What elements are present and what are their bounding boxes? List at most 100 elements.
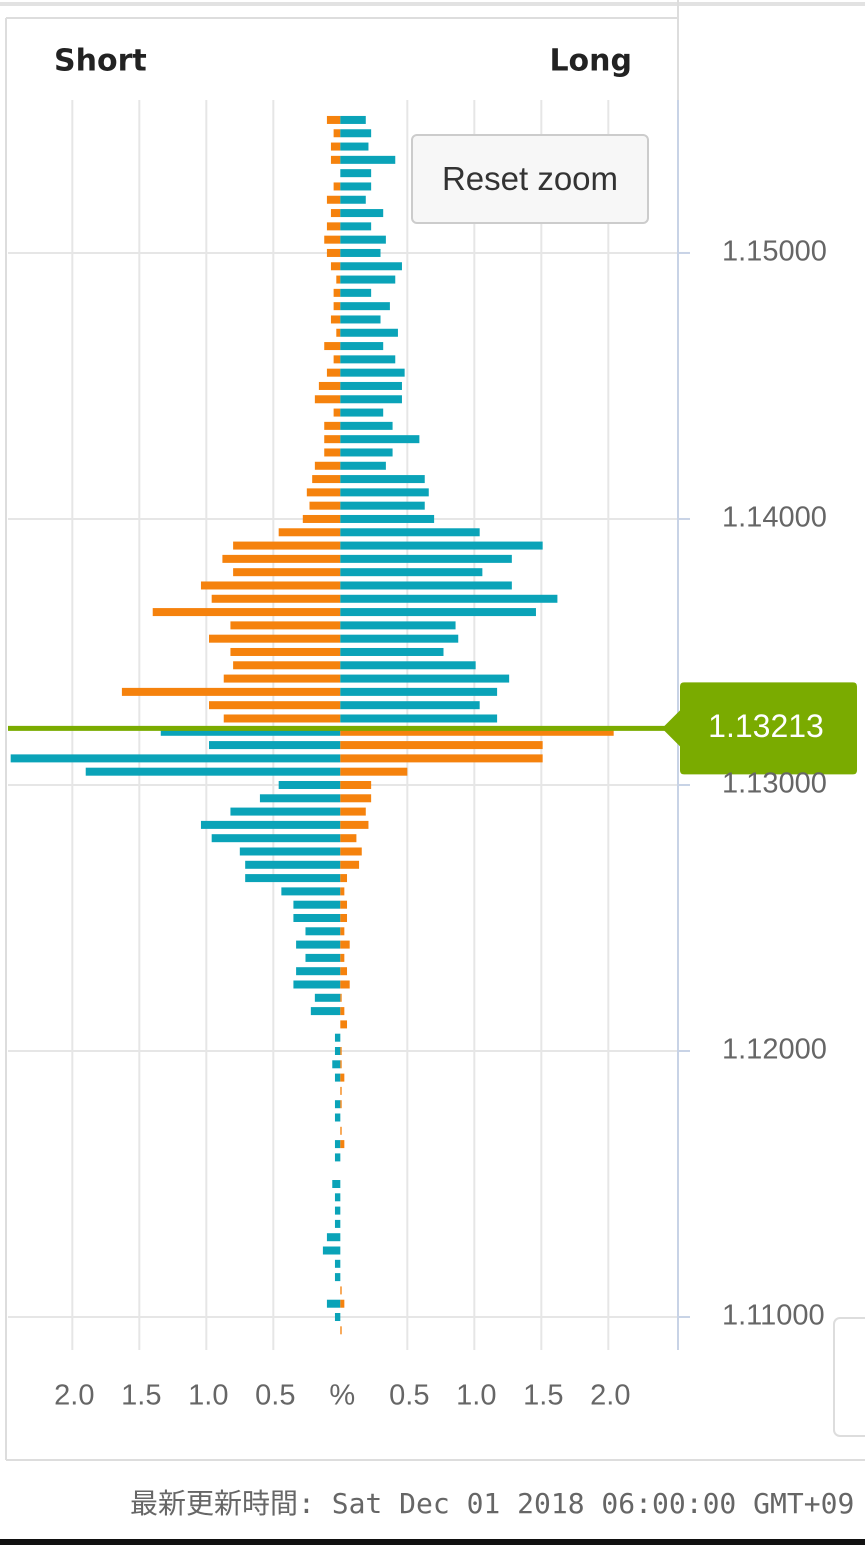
bar (340, 488, 429, 497)
bar (340, 834, 357, 843)
x-tick-label: 1.0 (456, 1380, 496, 1412)
bar (324, 421, 341, 430)
bar (340, 1140, 345, 1149)
bar (340, 142, 369, 151)
bar (334, 1073, 341, 1082)
bar (340, 368, 405, 377)
bar (340, 940, 350, 949)
bar (340, 235, 386, 244)
bar (326, 115, 341, 124)
current-price-label: 1.13213 (708, 708, 824, 744)
footer-text: 最新更新時間: Sat Dec 01 2018 06:00:00 GMT+09 (130, 1487, 855, 1520)
bar (230, 647, 341, 656)
bar (222, 554, 341, 563)
right-title: Long (549, 44, 632, 79)
bar (332, 1060, 341, 1069)
bar (259, 794, 341, 803)
bar (324, 448, 341, 457)
y-tick-label: 1.11000 (722, 1300, 825, 1332)
bar (306, 488, 341, 497)
bar (340, 129, 372, 138)
bar (239, 847, 341, 856)
grid (8, 100, 690, 1350)
bar (340, 1100, 342, 1109)
bar (233, 661, 341, 670)
bar (314, 993, 341, 1002)
bar (340, 913, 348, 922)
bar (334, 1140, 341, 1149)
left-title: Short (54, 44, 147, 79)
bar (233, 541, 341, 550)
x-tick-label: 0.5 (389, 1380, 429, 1412)
bar (340, 1073, 345, 1082)
bar (340, 182, 372, 191)
bar (85, 767, 341, 776)
bar (340, 421, 393, 430)
bar (340, 727, 614, 736)
bar (230, 807, 341, 816)
bar (209, 701, 341, 710)
x-tick-label: % (329, 1380, 355, 1412)
bar (340, 315, 381, 324)
bar (340, 687, 498, 696)
bar (330, 142, 341, 151)
x-tick-label: 2.0 (590, 1380, 630, 1412)
bar (160, 727, 341, 736)
bar (340, 461, 386, 470)
bar (10, 754, 341, 763)
bar (333, 408, 341, 417)
bar (340, 953, 345, 962)
bar (340, 115, 366, 124)
bar (340, 528, 480, 537)
bar (340, 1086, 342, 1095)
bar (340, 967, 348, 976)
bar (305, 927, 341, 936)
bar (340, 594, 558, 603)
bar (340, 248, 381, 257)
bar (340, 169, 372, 178)
bar (322, 1246, 341, 1255)
bar (340, 754, 543, 763)
y-tick-label: 1.15000 (722, 236, 827, 268)
bar (223, 674, 341, 683)
reset-zoom-button[interactable]: Reset zoom (411, 134, 649, 224)
bar (209, 634, 341, 643)
bar (330, 155, 341, 164)
bar (326, 1299, 341, 1308)
bar (318, 381, 341, 390)
bar (334, 1047, 341, 1056)
bar (326, 195, 341, 204)
bar (230, 621, 341, 630)
bar (305, 953, 341, 962)
bar (340, 1299, 345, 1308)
bar (340, 701, 480, 710)
bar (334, 1033, 341, 1042)
bar (296, 967, 341, 976)
bar (330, 209, 341, 218)
x-tick-label: 0.5 (255, 1380, 295, 1412)
bar (324, 235, 341, 244)
bar (340, 342, 384, 351)
bar (336, 328, 341, 337)
current-price-box (662, 682, 857, 775)
bar (281, 887, 341, 896)
bar (334, 1259, 341, 1268)
bar (326, 1233, 341, 1242)
bar (326, 368, 341, 377)
bar (340, 1126, 342, 1135)
bar (340, 661, 476, 670)
bar (340, 1020, 348, 1029)
bar (324, 342, 341, 351)
bar (340, 1326, 342, 1335)
bar (340, 448, 393, 457)
bar (340, 501, 425, 510)
bar (340, 408, 384, 417)
bar (312, 475, 341, 484)
bar (340, 328, 398, 337)
bar (340, 1060, 342, 1069)
bar (152, 608, 341, 617)
y-tick-label: 1.12000 (722, 1034, 827, 1066)
bar (334, 1153, 341, 1162)
bar (324, 435, 341, 444)
